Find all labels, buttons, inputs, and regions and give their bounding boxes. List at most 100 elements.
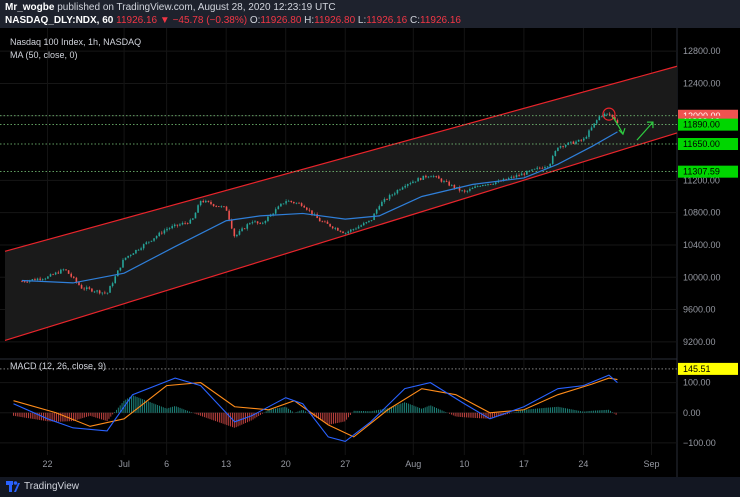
candle-body	[585, 136, 588, 139]
candle-body	[580, 139, 583, 141]
candle-body	[236, 234, 238, 237]
candle-body	[549, 163, 551, 167]
candle-body	[140, 248, 142, 250]
candle-body	[414, 181, 417, 183]
candle-body	[520, 173, 523, 176]
tradingview-logo-icon[interactable]	[6, 481, 20, 492]
candle-body	[293, 201, 295, 204]
time-tick-label: Aug	[405, 459, 421, 469]
candle-body	[352, 229, 355, 230]
channel-fill	[5, 66, 677, 341]
candle-body	[489, 183, 492, 185]
candle-body	[383, 198, 386, 202]
candle-body	[337, 227, 339, 231]
price-marker-box	[678, 138, 738, 151]
candle-body	[91, 288, 93, 292]
candle-body	[148, 241, 150, 243]
candle-body	[360, 225, 362, 227]
candle-body	[391, 194, 394, 196]
price-tick-label: 10000.00	[683, 272, 721, 282]
candle-body	[321, 221, 324, 223]
candle-body	[117, 270, 119, 277]
candle-body	[135, 249, 137, 254]
candle-body	[194, 212, 197, 219]
candle-body	[280, 203, 282, 207]
candle-body	[83, 288, 85, 290]
open-label: O:	[249, 15, 261, 26]
candle-body	[62, 269, 65, 271]
candle-body	[611, 114, 614, 117]
candle-body	[93, 291, 96, 293]
candle-body	[598, 116, 601, 121]
candle-body	[210, 201, 212, 205]
candle-body	[394, 193, 396, 195]
macd-line	[13, 374, 618, 443]
candle-body	[217, 206, 220, 208]
publish-line: Mr_wogbe published on TradingView.com, A…	[5, 2, 336, 13]
published-text: published on TradingView.com, August 28,…	[57, 2, 336, 13]
macd-pane-title: MACD (12, 26, close, 9)	[10, 361, 106, 371]
candle-body	[484, 184, 487, 186]
candle-body	[427, 176, 430, 178]
time-tick-label: 10	[459, 459, 469, 469]
candle-body	[409, 183, 412, 185]
candle-body	[189, 219, 192, 224]
author-name[interactable]: Mr_wogbe	[5, 2, 55, 13]
candle-body	[186, 223, 189, 224]
high-value: 11926.80	[314, 15, 356, 26]
candle-body	[311, 210, 313, 215]
open-value: 11926.80	[260, 15, 302, 26]
candle-body	[406, 184, 409, 186]
candle-body	[386, 198, 388, 200]
candle-body	[308, 209, 311, 211]
up-arrow-head	[646, 121, 654, 129]
candle-body	[215, 205, 217, 207]
candle-body	[572, 141, 575, 144]
candle-body	[334, 227, 337, 229]
time-tick-label: Jul	[118, 459, 130, 469]
candle-body	[119, 267, 122, 271]
candle-body	[241, 228, 243, 232]
candle-body	[31, 279, 34, 281]
candle-body	[562, 146, 564, 147]
time-tick-label: 27	[340, 459, 350, 469]
brand-label[interactable]: TradingView	[24, 481, 80, 492]
candle-body	[129, 254, 132, 256]
candle-body	[458, 187, 461, 191]
candle-body	[197, 205, 199, 213]
candle-body	[274, 209, 277, 214]
candle-body	[212, 204, 215, 206]
candle-body	[590, 127, 593, 131]
price-tick-label: 10400.00	[683, 240, 721, 250]
down-arrow-head	[618, 127, 626, 136]
candle-body	[52, 274, 54, 276]
candle-body	[287, 200, 290, 202]
candle-body	[608, 113, 611, 115]
candle-body	[295, 202, 298, 204]
chart-svg[interactable]: 9200.00 9600.00 10000.00 10400.00 10800.00 11…	[0, 28, 740, 477]
candle-body	[153, 238, 155, 241]
candle-body	[39, 278, 41, 280]
candle-body	[173, 224, 176, 227]
candle-body	[223, 206, 225, 208]
candle-body	[70, 273, 73, 277]
candle-body	[67, 270, 70, 274]
candle-body	[300, 203, 303, 206]
candle-body	[422, 175, 425, 180]
candle-body	[254, 221, 256, 223]
candle-body	[168, 228, 171, 229]
candle-body	[396, 189, 399, 194]
candle-body	[430, 176, 432, 178]
candle-body	[567, 142, 570, 145]
candle-body	[98, 290, 101, 294]
candle-body	[80, 285, 83, 289]
candle-body	[122, 259, 124, 268]
candle-body	[171, 226, 173, 229]
candle-body	[469, 189, 471, 191]
candle-body	[554, 150, 557, 156]
candle-body	[41, 279, 44, 281]
candle-body	[166, 228, 168, 231]
candle-body	[303, 205, 306, 208]
candle-body	[316, 214, 318, 219]
